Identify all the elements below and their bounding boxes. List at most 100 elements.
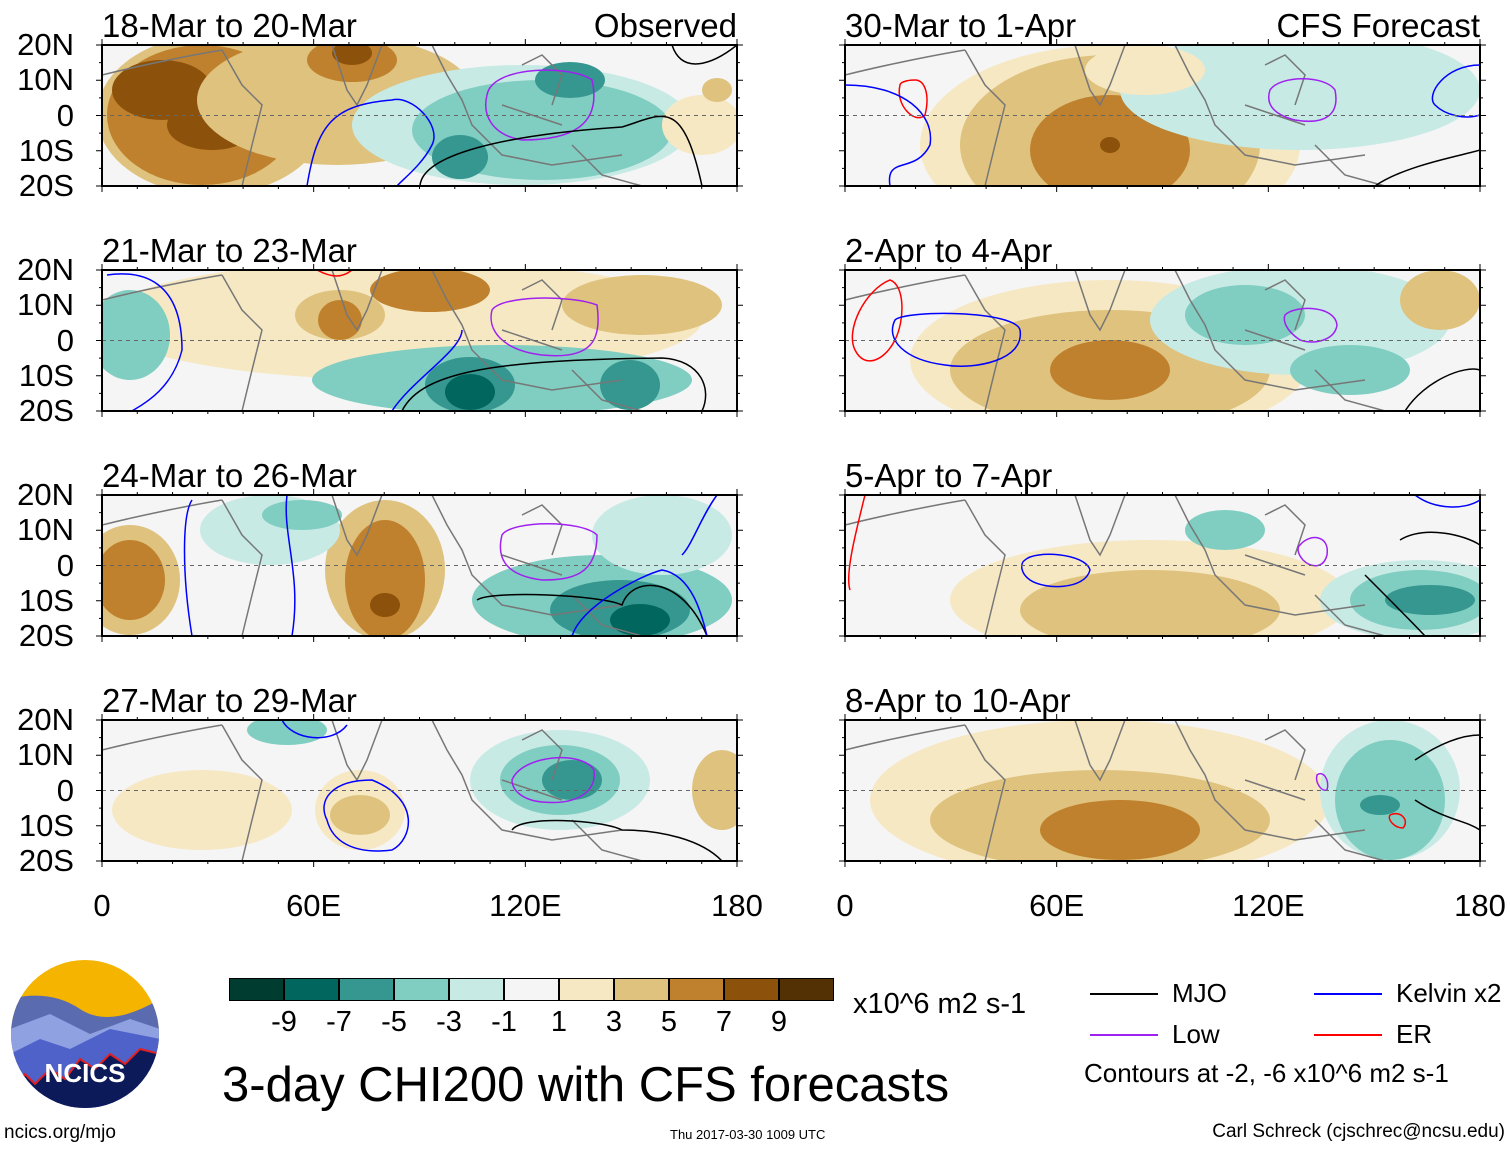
colorbar-swatch (614, 978, 669, 1001)
anomaly-shading (610, 604, 670, 636)
wave-contour (1404, 368, 1480, 411)
lat-label: 20N (17, 702, 74, 737)
wave-contour (511, 819, 723, 861)
wave-contour (898, 79, 928, 119)
legend-label: Kelvin x2 (1396, 978, 1502, 1008)
anomaly-shading (1085, 45, 1205, 95)
lat-label: 0 (56, 772, 74, 808)
wave-contour (1414, 734, 1480, 831)
anomaly-shading (1185, 510, 1265, 550)
wave-contour (1020, 553, 1091, 588)
lat-label: 10S (18, 132, 74, 168)
lat-label: 20N (17, 252, 74, 287)
anomaly-shading (112, 770, 292, 850)
map-panel (96, 489, 743, 642)
colorbar-label: 7 (715, 1006, 733, 1038)
anomaly-shading (542, 760, 602, 800)
lat-label: 20S (18, 843, 74, 878)
anomaly-shading (332, 45, 372, 65)
anomaly-shading (370, 270, 490, 312)
anomaly-shading (1100, 137, 1120, 153)
anomaly-shading (330, 795, 390, 835)
wave-contour (671, 45, 737, 65)
lon-label: 120E (1232, 888, 1305, 923)
wave-contour (401, 357, 707, 411)
anomaly-shading (247, 720, 327, 745)
logo-text: NCICS (45, 1058, 126, 1088)
wave-contour (1364, 531, 1480, 636)
wave-contour (851, 279, 903, 362)
lat-label: 10N (17, 737, 74, 773)
colorbar-swatch (284, 978, 339, 1001)
lon-label: 60E (1029, 888, 1085, 923)
anomaly-shading (600, 360, 660, 410)
colorbar-swatch (779, 978, 834, 1001)
lon-label: 180 (711, 888, 763, 923)
wave-contour (316, 270, 353, 277)
lat-label: 10S (18, 357, 74, 393)
lat-label: 20S (18, 168, 74, 203)
panel-source-tag: CFS Forecast (1276, 7, 1480, 44)
wave-contour (485, 69, 595, 141)
anomaly-shading (102, 540, 165, 620)
anomaly-shading (1020, 570, 1280, 636)
coastline (845, 45, 1386, 186)
legend-line-mjo (1090, 993, 1158, 995)
wave-contour (681, 495, 718, 556)
anomaly-shading (1040, 800, 1200, 860)
footer-author: Carl Schreck (cjschrec@ncsu.edu) (1212, 1121, 1505, 1142)
wave-contour (1374, 149, 1480, 186)
map-panel (96, 264, 743, 417)
anomaly-shading (662, 95, 737, 155)
anomaly-shading (445, 374, 495, 410)
colorbar-label: -1 (491, 1006, 517, 1038)
wave-contour (499, 523, 598, 581)
wave-contour (511, 757, 595, 804)
lat-label: 20S (18, 618, 74, 653)
ncics-logo: NCICS (11, 960, 159, 1108)
lon-label: 180 (1454, 888, 1506, 923)
anomaly-shading (562, 275, 722, 335)
wave-contour (1388, 813, 1407, 829)
colorbar-label: -9 (271, 1006, 297, 1038)
wave-contour (183, 495, 708, 636)
coastline (845, 495, 1386, 636)
colorbar-swatch (394, 978, 449, 1001)
anomaly-shading (1400, 270, 1480, 330)
colorbar-label: 3 (605, 1006, 623, 1038)
lat-label: 0 (56, 547, 74, 583)
anomaly-shading (102, 290, 170, 380)
wave-contour (490, 297, 599, 357)
legend-line-er (1314, 1034, 1382, 1036)
footer-url[interactable]: ncics.org/mjo (4, 1122, 116, 1143)
wave-contour (323, 779, 410, 852)
legend-line-kelvin (1314, 993, 1382, 995)
colorbar-swatch (339, 978, 394, 1001)
map-panel (839, 489, 1486, 642)
map-panel (839, 714, 1486, 867)
anomaly-shading (1385, 585, 1475, 615)
anomaly-shading (1050, 340, 1170, 400)
panel-title: 27-Mar to 29-Mar (102, 682, 357, 719)
colorbar-units: x10^6 m2 s-1 (853, 988, 1027, 1020)
wave-contour (1283, 307, 1338, 343)
lat-label: 10S (18, 582, 74, 618)
colorbar-swatch (449, 978, 504, 1001)
lon-label: 60E (286, 888, 342, 923)
anomaly-shading (1120, 45, 1480, 150)
coastline (102, 720, 643, 861)
legend-line-low (1090, 1034, 1158, 1036)
anomaly-shading (1185, 285, 1305, 345)
lat-label: 20N (17, 27, 74, 62)
wave-contour (1268, 78, 1337, 122)
colorbar-swatch (559, 978, 614, 1001)
colorbar-label: -3 (436, 1006, 462, 1038)
coastline (102, 45, 643, 186)
wave-contour (419, 115, 703, 186)
figure-title: 3-day CHI200 with CFS forecasts (222, 1058, 950, 1112)
contours-note: Contours at -2, -6 x10^6 m2 s-1 (1084, 1058, 1449, 1088)
anomaly-shading (345, 520, 425, 636)
panel-title: 8-Apr to 10-Apr (845, 682, 1071, 719)
lat-label: 10N (17, 62, 74, 98)
legend-label: Low (1172, 1019, 1220, 1049)
